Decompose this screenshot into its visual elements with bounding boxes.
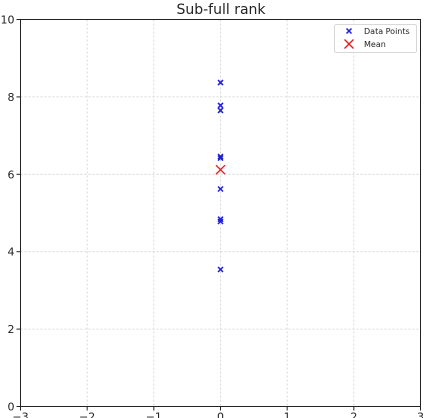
- legend-label-mean: Mean: [364, 40, 386, 49]
- data-points: [215, 79, 226, 273]
- data-point-marker: [217, 155, 224, 162]
- grid: [20, 19, 421, 407]
- y-tick-label: 2: [8, 323, 15, 336]
- mean-marker: [215, 164, 226, 175]
- x-tick-label: −2: [79, 411, 95, 418]
- y-tick-label: 6: [8, 168, 15, 181]
- x-tick-label: 1: [284, 411, 291, 418]
- legend: Data Points Mean: [334, 24, 417, 53]
- axes-frame: [20, 19, 421, 407]
- x-tick-label: 0: [217, 411, 224, 418]
- legend-marker-mean: [344, 39, 354, 49]
- x-tick-label: 2: [350, 411, 357, 418]
- y-tick-label: 0: [8, 401, 15, 414]
- y-tick-label: 8: [8, 91, 15, 104]
- legend-x-icon: [345, 27, 353, 35]
- x-tick-label: −1: [146, 411, 162, 418]
- legend-x-icon: [344, 39, 354, 49]
- data-point-marker: [217, 185, 224, 193]
- data-point-marker: [217, 266, 224, 273]
- data-point-marker: [217, 79, 224, 86]
- data-point-marker: [217, 153, 224, 160]
- ticks: −3 −2 −1 0 1 2 3 0 2 4 6 8 10: [1, 14, 425, 418]
- legend-label-data-points: Data Points: [364, 27, 410, 36]
- x-tick-label: −3: [12, 411, 28, 418]
- data-point-marker: [217, 107, 224, 114]
- y-tick-label: 10: [1, 14, 15, 27]
- data-point-marker: [217, 218, 224, 225]
- legend-box: [334, 24, 417, 53]
- chart-title: Sub-full rank: [176, 2, 266, 18]
- y-tick-label: 4: [8, 246, 15, 259]
- data-point-marker: [217, 102, 224, 109]
- x-tick-label: 3: [417, 411, 424, 418]
- legend-marker-data-points: [345, 27, 353, 35]
